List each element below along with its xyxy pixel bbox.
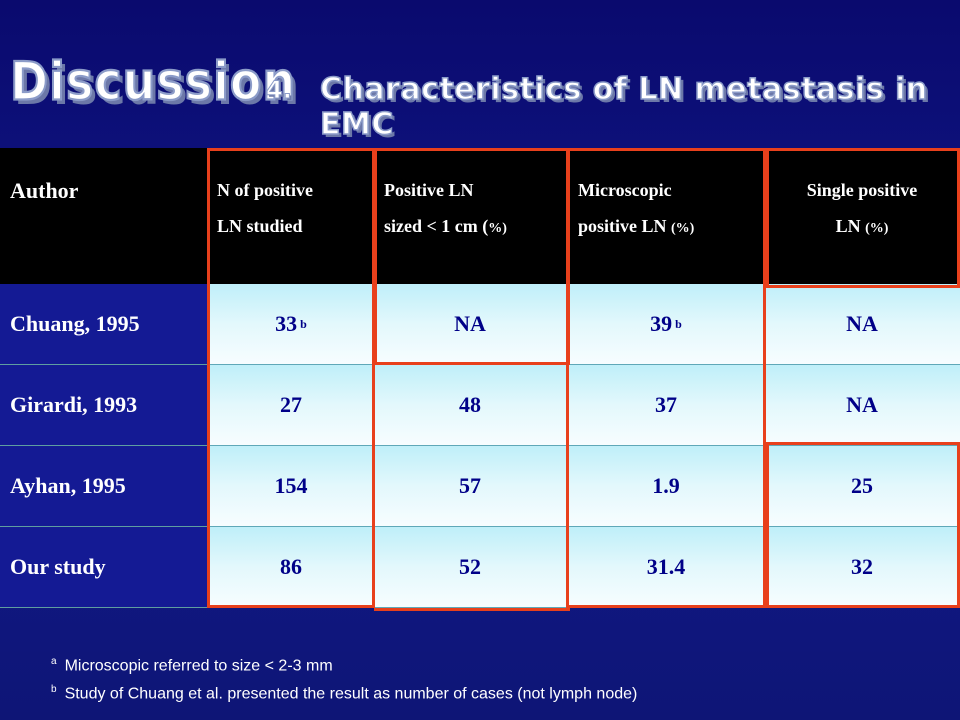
table-cell: NA bbox=[764, 365, 960, 446]
slide-title: Discussion 4. Characteristics of LN meta… bbox=[8, 49, 960, 143]
header-n-positive-line1: N of positive bbox=[217, 180, 313, 200]
header-n-positive-line2: LN studied bbox=[217, 216, 303, 236]
table-cell: 33 b bbox=[210, 284, 372, 365]
table-cell: 86 bbox=[210, 527, 372, 608]
table-cell: NA bbox=[372, 284, 568, 365]
header-single-line1: Single positive bbox=[806, 180, 918, 200]
row-author: Ayhan, 1995 bbox=[0, 446, 210, 527]
header-microscopic-positive: Microscopic positive LN (%) bbox=[568, 148, 764, 284]
header-microscopic-line1: Microscopic bbox=[578, 180, 672, 200]
table-cell: 1.9 bbox=[568, 446, 764, 527]
footnote-a: a Microscopic referred to size < 2-3 mm bbox=[51, 656, 333, 675]
header-single-positive: Single positive LN (%) bbox=[764, 148, 960, 284]
header-positive-ln-line2: sized < 1 cm (%) bbox=[384, 216, 507, 236]
header-positive-ln-line1: Positive LN bbox=[384, 180, 474, 200]
footnote-b: b Study of Chuang et al. presented the re… bbox=[51, 684, 638, 703]
table-cell: 37 bbox=[568, 365, 764, 446]
table-cell: 57 bbox=[372, 446, 568, 527]
title-discussion: Discussion bbox=[9, 49, 297, 113]
table-cell: 27 bbox=[210, 365, 372, 446]
table-cell: NA bbox=[764, 284, 960, 365]
header-n-positive: N of positive LN studied bbox=[210, 148, 372, 284]
table-cell: 154 bbox=[210, 446, 372, 527]
highlight-col2-bottom-line bbox=[374, 608, 570, 611]
row-author: Girardi, 1993 bbox=[0, 365, 210, 446]
header-microscopic-line2: positive LN (%) bbox=[578, 216, 695, 236]
header-author: Author bbox=[0, 148, 210, 284]
table-cell: 52 bbox=[372, 527, 568, 608]
ln-metastasis-table: Author N of positive LN studied Positive… bbox=[0, 148, 960, 611]
table-cell: 32 bbox=[764, 527, 960, 608]
table-cell: 31.4 bbox=[568, 527, 764, 608]
header-positive-ln-sized: Positive LN sized < 1 cm (%) bbox=[372, 148, 568, 284]
table-cell: 48 bbox=[372, 365, 568, 446]
table-cell: 39 b bbox=[568, 284, 764, 365]
row-author: Our study bbox=[0, 527, 210, 608]
table-cell: 25 bbox=[764, 446, 960, 527]
title-subtitle: Characteristics of LN metastasis in EMC bbox=[319, 71, 928, 143]
title-number: 4. bbox=[266, 76, 293, 105]
header-single-line2: LN (%) bbox=[835, 216, 889, 236]
row-author: Chuang, 1995 bbox=[0, 284, 210, 365]
